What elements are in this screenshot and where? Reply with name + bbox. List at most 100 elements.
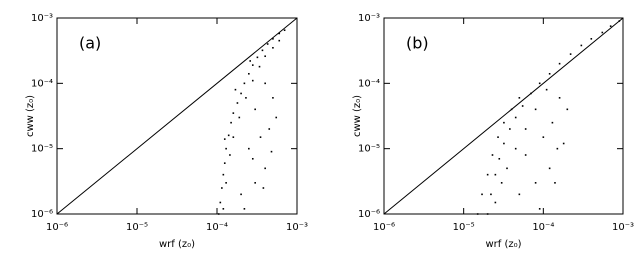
- point: [498, 157, 501, 160]
- point: [518, 193, 521, 196]
- point: [534, 182, 537, 184]
- point: [234, 88, 237, 91]
- point: [510, 108, 513, 111]
- point: [503, 121, 505, 124]
- y-axis-title: cww (z₀): [352, 95, 363, 137]
- point: [590, 38, 593, 40]
- x-tick-label: 10⁻³: [612, 222, 634, 233]
- point: [272, 46, 274, 49]
- one-to-one-line: [383, 17, 624, 215]
- point: [236, 102, 239, 104]
- y-axis-title: cww (z₀): [25, 95, 36, 137]
- y-tick-label: 10⁻⁶: [358, 209, 380, 220]
- point: [254, 182, 256, 184]
- point: [486, 173, 489, 176]
- point: [240, 92, 242, 95]
- y-tick-label: 10⁻³: [358, 13, 380, 24]
- point: [223, 162, 226, 164]
- point: [476, 213, 479, 215]
- point: [534, 108, 537, 111]
- point: [491, 154, 494, 156]
- x-tick-label: 10⁻⁴: [532, 222, 554, 233]
- point: [232, 112, 235, 114]
- x-tick-label: 10⁻⁵: [453, 222, 475, 233]
- point: [222, 208, 225, 210]
- point: [258, 65, 261, 68]
- point: [249, 60, 251, 62]
- point: [248, 72, 250, 75]
- point: [225, 147, 227, 150]
- point: [551, 121, 554, 124]
- point: [524, 128, 527, 130]
- point: [232, 136, 235, 138]
- point: [219, 201, 222, 204]
- x-tick-label: 10⁻³: [286, 222, 308, 233]
- x-tick-label: 10⁻⁶: [373, 222, 395, 233]
- y-tick-label: 10⁻⁴: [358, 78, 380, 89]
- point: [548, 72, 551, 75]
- point: [221, 187, 223, 189]
- point: [569, 53, 572, 55]
- point: [494, 173, 497, 176]
- point: [251, 64, 254, 66]
- point: [558, 62, 561, 65]
- point: [243, 208, 246, 210]
- panel-label: (b): [406, 34, 429, 53]
- point: [229, 154, 231, 156]
- point: [251, 157, 254, 160]
- point: [542, 136, 545, 138]
- point: [272, 97, 274, 99]
- point: [240, 193, 242, 196]
- point: [225, 182, 227, 184]
- point: [230, 121, 232, 124]
- point: [264, 55, 266, 58]
- point: [500, 182, 503, 184]
- point: [275, 116, 278, 119]
- point: [272, 38, 274, 40]
- point: [545, 88, 548, 91]
- y-tick-label: 10⁻⁵: [31, 144, 53, 155]
- point: [548, 167, 551, 170]
- y-tick-label: 10⁻⁵: [358, 144, 380, 155]
- point: [268, 128, 271, 130]
- point: [490, 193, 492, 196]
- point: [518, 97, 521, 99]
- point: [251, 79, 254, 82]
- x-tick-label: 10⁻⁵: [126, 222, 148, 233]
- point: [278, 39, 281, 42]
- point: [562, 142, 565, 145]
- plot-frame: [56, 17, 298, 215]
- point: [524, 154, 527, 156]
- x-tick-label: 10⁻⁴: [206, 222, 228, 233]
- point: [514, 116, 517, 119]
- point: [503, 142, 505, 145]
- x-axis-title: wrf (z₀): [159, 239, 195, 250]
- point: [227, 134, 230, 137]
- point: [248, 147, 250, 150]
- point: [238, 116, 241, 119]
- point: [538, 82, 541, 85]
- point: [270, 150, 273, 153]
- panel-label: (a): [79, 34, 101, 53]
- point: [245, 97, 247, 99]
- point: [609, 25, 612, 27]
- point: [494, 201, 497, 204]
- y-tick-label: 10⁻⁶: [31, 209, 53, 220]
- point: [580, 44, 583, 47]
- point: [256, 56, 259, 59]
- point: [261, 49, 264, 52]
- point: [222, 173, 225, 176]
- point: [278, 32, 281, 35]
- y-tick-label: 10⁻⁴: [31, 78, 53, 89]
- x-tick-label: 10⁻⁶: [46, 222, 68, 233]
- point: [262, 187, 265, 189]
- point: [601, 31, 604, 34]
- point: [554, 182, 556, 184]
- point: [486, 213, 489, 215]
- point: [254, 108, 256, 111]
- point: [264, 167, 266, 170]
- point: [538, 208, 541, 210]
- point: [521, 105, 524, 107]
- point: [217, 213, 220, 215]
- y-tick-label: 10⁻³: [31, 13, 53, 24]
